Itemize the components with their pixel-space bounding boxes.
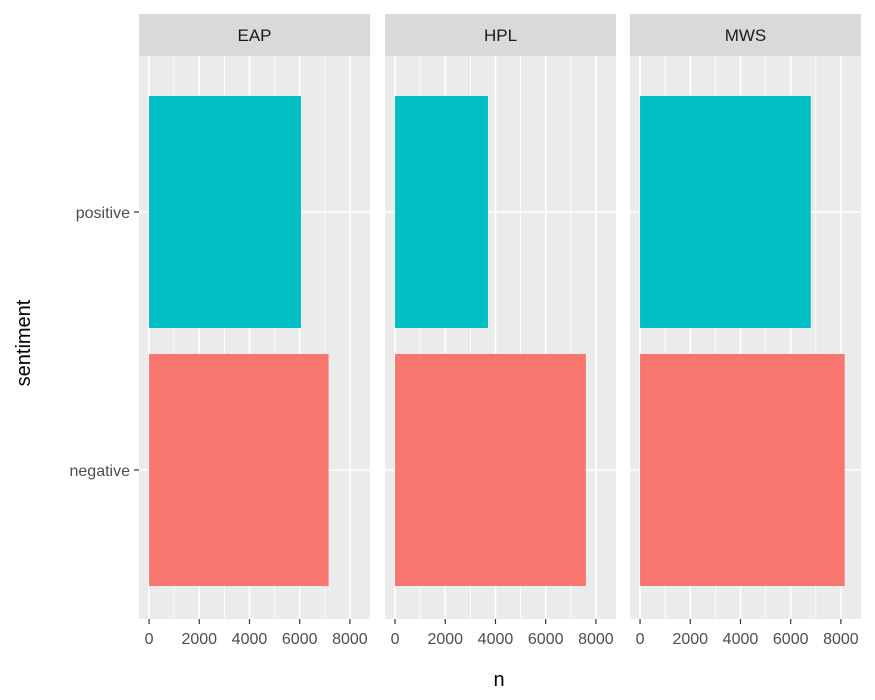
x-tick-label: 4000 [478, 631, 514, 648]
x-tick-label: 2000 [427, 631, 463, 648]
facet-strip [385, 14, 616, 56]
x-tick-label: 4000 [723, 631, 759, 648]
bar-eap-positive [149, 96, 301, 328]
y-tick-label-negative: negative [70, 463, 131, 480]
facet-strip-label: MWS [725, 26, 767, 45]
x-tick-label: 4000 [232, 631, 268, 648]
facet-strip-label: EAP [237, 26, 271, 45]
facet-strip-label: HPL [484, 26, 517, 45]
facet-strip [139, 14, 370, 56]
x-tick-label: 0 [636, 631, 645, 648]
x-tick-label: 8000 [332, 631, 368, 648]
x-tick-label: 8000 [578, 631, 614, 648]
x-tick-label: 6000 [773, 631, 809, 648]
x-tick-label: 0 [391, 631, 400, 648]
facet-hpl: HPL 0 2000 4000 6000 8000 [385, 14, 616, 648]
x-tick-label: 6000 [528, 631, 564, 648]
bar-mws-negative [640, 354, 845, 586]
y-tick-label-positive: positive [76, 205, 130, 222]
facet-strip [630, 14, 861, 56]
x-axis-title: n [493, 669, 504, 691]
y-axis-title: sentiment [13, 299, 35, 386]
x-tick-label: 8000 [823, 631, 859, 648]
x-tick-label: 2000 [672, 631, 708, 648]
x-tick-label: 6000 [282, 631, 318, 648]
bar-hpl-positive [395, 96, 488, 328]
facet-eap: EAP 0 2000 4000 6000 8000 [139, 14, 370, 648]
y-axis: positive negative [70, 205, 139, 480]
bar-eap-negative [149, 354, 329, 586]
facet-mws: MWS 0 2000 4000 6000 8000 [630, 14, 861, 648]
bar-hpl-negative [395, 354, 586, 586]
x-tick-label: 2000 [181, 631, 217, 648]
x-tick-label: 0 [145, 631, 154, 648]
bar-mws-positive [640, 96, 811, 328]
facet-panels: EAP 0 2000 4000 6000 8000 HPL 0 2000 4000 6000 8000… [139, 14, 861, 648]
